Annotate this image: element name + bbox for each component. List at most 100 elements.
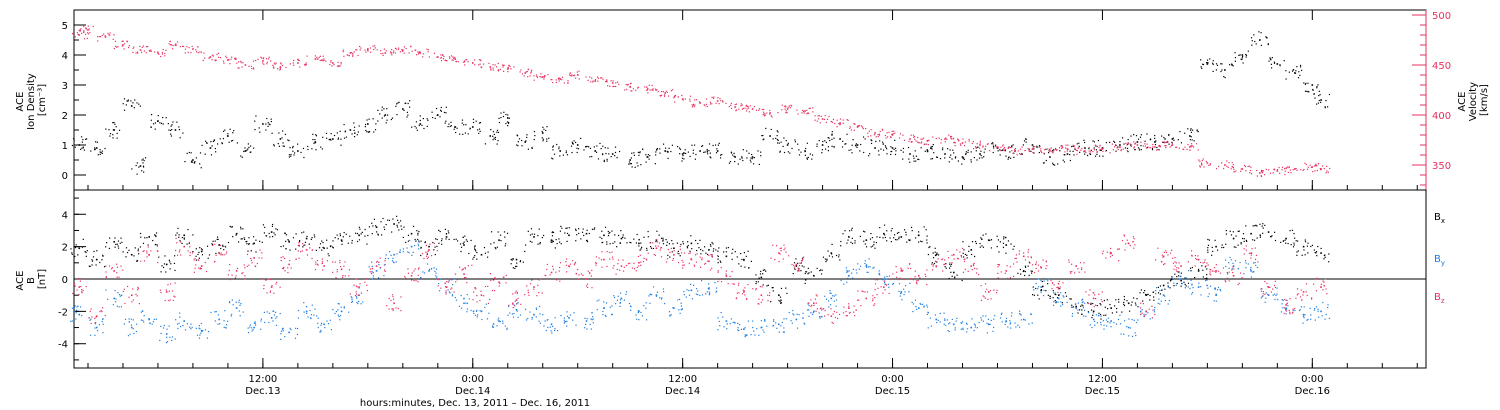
data-point [753,157,756,159]
data-point [1306,319,1308,321]
data-point [934,247,936,249]
data-point [769,109,771,112]
data-point [1323,167,1325,170]
data-point [869,266,871,268]
data-point [912,303,915,305]
data-point [909,153,911,155]
data-point [1009,157,1012,159]
data-point [208,254,211,256]
data-point [1030,313,1033,316]
data-point [1256,225,1258,227]
data-point [1247,263,1249,265]
data-point [372,118,374,120]
data-point [719,260,721,262]
data-point [217,143,219,145]
data-point [883,232,885,235]
data-point [1201,164,1203,166]
data-point [804,110,806,112]
data-point [178,234,180,236]
data-point [1197,270,1200,272]
data-point [88,317,90,319]
data-point [1101,148,1104,150]
data-point [377,233,379,235]
data-point [949,156,951,158]
data-point [610,156,612,158]
data-point [709,269,712,271]
data-point [425,244,428,247]
data-point [402,49,404,51]
data-point [546,126,548,128]
data-point [606,243,608,245]
data-point [350,296,352,298]
data-point [1102,320,1104,322]
data-point [282,145,284,147]
data-point [392,296,394,298]
data-point [954,145,956,147]
data-point [404,277,407,279]
data-point [159,289,162,291]
data-point [79,29,81,31]
data-point [783,327,785,329]
data-point [184,160,186,163]
data-point [268,312,270,314]
data-point [594,150,597,152]
data-point [861,126,864,128]
data-point [1318,99,1320,102]
data-point [325,60,327,62]
data-point [848,270,850,272]
data-point [711,103,713,105]
data-point [619,242,621,244]
data-point [1034,145,1036,148]
data-point [492,69,494,71]
data-point [548,137,550,139]
data-point [1147,146,1149,148]
data-point [839,124,841,126]
data-point [990,239,993,241]
data-point [169,283,172,285]
data-point [358,286,360,288]
density-ylabel-line-3: [cm⁻³] [37,84,48,116]
data-point [584,327,586,329]
data-point [1250,268,1252,270]
data-point [102,323,104,325]
data-point [181,236,183,239]
data-point [401,228,403,230]
data-point [679,298,681,300]
data-point [384,270,386,272]
data-point [903,293,905,296]
data-point [436,249,438,252]
data-point [412,225,415,227]
data-point [772,290,774,292]
data-point [831,145,833,147]
data-point [199,163,201,165]
data-point [914,150,916,152]
data-point [719,325,721,327]
data-point [238,299,240,301]
data-point [964,253,967,256]
data-point [483,295,485,297]
data-point [160,271,162,273]
data-point [1315,252,1317,254]
data-point [1316,255,1318,257]
data-point [563,317,565,319]
data-point [367,50,369,52]
data-point [261,252,263,254]
data-point [752,320,754,322]
data-point [986,332,988,334]
data-point [529,311,531,313]
data-point [794,268,796,270]
data-point [1241,54,1244,56]
data-point [402,251,404,253]
data-point [83,31,85,33]
data-point [509,65,511,68]
data-point [184,48,187,50]
data-point [701,258,703,261]
data-point [809,153,811,155]
data-point [333,64,335,66]
data-point [1154,143,1157,146]
data-point [760,320,763,322]
data-point [478,128,481,130]
data-point [865,246,868,248]
data-point [467,265,469,267]
data-point [1313,309,1315,311]
